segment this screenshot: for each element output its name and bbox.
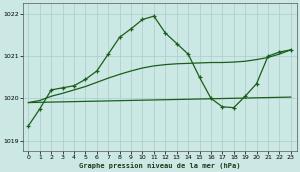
X-axis label: Graphe pression niveau de la mer (hPa): Graphe pression niveau de la mer (hPa) — [79, 162, 240, 169]
